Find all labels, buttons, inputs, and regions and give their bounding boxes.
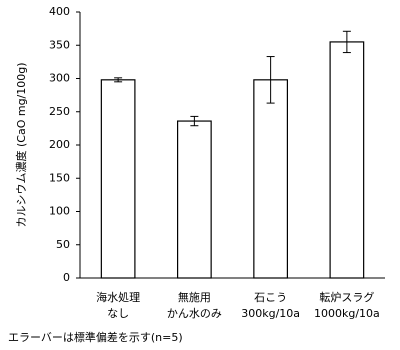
y-tick-label: 150 (49, 171, 70, 184)
error-bar (266, 56, 275, 104)
bar (100, 79, 136, 279)
footnote: エラーバーは標準偏差を示す(n=5) (8, 330, 183, 344)
y-tick-label: 400 (49, 5, 70, 18)
bar (177, 120, 212, 279)
x-tick-label: 1000kg/10a (314, 307, 380, 320)
error-bar (342, 30, 351, 54)
bar (329, 41, 365, 279)
y-axis-label: カルシウム濃度 (CaO mg/100g) (14, 62, 28, 227)
y-tick-label: 50 (56, 238, 70, 251)
x-tick-label: かん水のみ (167, 307, 222, 320)
y-tick-label: 350 (49, 38, 70, 51)
y-tick-label: 250 (49, 105, 70, 118)
x-tick-label: 海水処理 (96, 290, 140, 304)
error-bar (190, 115, 199, 127)
x-tick-label: 転炉スラグ (319, 290, 374, 304)
x-tick-label: なし (107, 307, 129, 320)
y-tick-label: 300 (49, 72, 70, 85)
x-tick-label: 石こう (254, 291, 287, 304)
y-tick-label: 100 (49, 205, 70, 218)
error-bar (114, 77, 123, 83)
x-tick-label: 無施用 (178, 290, 211, 304)
x-tick-label: 300kg/10a (241, 307, 300, 320)
bar (253, 79, 289, 279)
y-tick-label: 200 (49, 138, 70, 151)
y-tick-label: 0 (63, 271, 70, 284)
